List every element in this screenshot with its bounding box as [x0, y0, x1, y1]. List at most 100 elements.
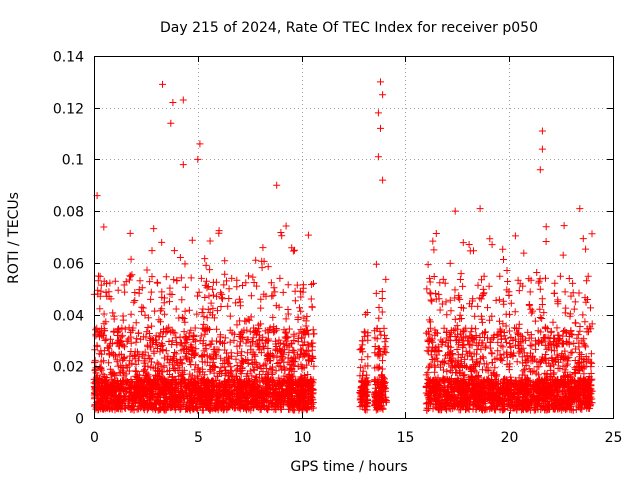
data-point [155, 360, 163, 368]
data-point [240, 402, 248, 410]
data-point [456, 276, 464, 283]
data-point [427, 290, 435, 298]
data-point [381, 331, 388, 339]
data-point [541, 334, 549, 341]
data-point [378, 295, 386, 302]
data-point [204, 376, 212, 384]
data-point [380, 324, 388, 332]
data-point [553, 324, 561, 332]
data-point [520, 249, 528, 257]
data-point [459, 239, 467, 247]
data-point [147, 288, 155, 296]
data-point [150, 225, 158, 233]
data-point [584, 272, 592, 280]
data-point [175, 372, 183, 380]
data-point [121, 288, 129, 296]
data-point [459, 342, 467, 350]
data-point [161, 310, 169, 318]
data-point [583, 277, 591, 285]
data-point [568, 348, 576, 356]
data-point [543, 345, 551, 353]
data-point [148, 358, 155, 366]
data-point [178, 296, 186, 304]
data-point [482, 328, 490, 336]
data-point [258, 264, 266, 272]
data-point [299, 281, 307, 289]
data-point [132, 338, 140, 346]
data-point [139, 304, 147, 312]
data-point [536, 285, 544, 293]
data-point [587, 304, 594, 312]
data-point [291, 394, 299, 402]
data-point [253, 282, 261, 290]
data-point [158, 305, 166, 313]
data-point [178, 360, 186, 368]
data-point [423, 285, 431, 293]
data-point [148, 247, 156, 255]
data-point [570, 340, 578, 347]
data-point [132, 368, 140, 375]
data-point [457, 270, 465, 278]
data-point [284, 306, 292, 313]
data-point [247, 342, 255, 350]
data-point [138, 308, 146, 316]
data-point [182, 354, 190, 362]
data-point [290, 330, 298, 338]
data-point [112, 352, 119, 360]
data-point [96, 305, 104, 313]
data-point [106, 365, 114, 373]
data-point [478, 315, 486, 323]
data-point [218, 294, 226, 302]
data-point [308, 346, 316, 354]
data-point [447, 333, 454, 341]
data-point [200, 347, 208, 355]
data-point [188, 236, 196, 244]
data-point [290, 347, 298, 355]
data-point [209, 285, 217, 293]
data-point [569, 279, 577, 287]
data-point [378, 308, 386, 316]
data-point [571, 298, 579, 306]
chart-title: Day 215 of 2024, Rate Of TEC Index for r… [160, 20, 538, 36]
data-point [131, 352, 138, 359]
data-point [297, 334, 305, 342]
data-point [575, 349, 583, 357]
data-point [499, 245, 507, 253]
data-point [246, 328, 254, 336]
data-point [447, 307, 455, 315]
data-point [581, 341, 589, 349]
data-point [267, 279, 275, 287]
data-point [193, 310, 201, 318]
data-point [382, 275, 390, 283]
data-point [303, 312, 311, 320]
data-point [551, 279, 559, 287]
data-point [257, 295, 265, 303]
data-point [285, 325, 293, 333]
data-point [237, 338, 244, 346]
data-point [424, 261, 432, 269]
data-point [574, 331, 582, 339]
data-point [139, 350, 147, 358]
data-point [423, 347, 431, 355]
data-point [125, 397, 133, 405]
data-point [94, 328, 102, 336]
data-point [374, 364, 382, 372]
data-point [372, 260, 380, 268]
data-point [289, 247, 297, 255]
data-point [150, 349, 158, 357]
data-point [310, 362, 318, 370]
data-point [127, 348, 135, 355]
data-point [429, 237, 437, 245]
data-point [166, 284, 174, 292]
data-point [163, 325, 171, 333]
data-point [257, 304, 265, 312]
data-point [111, 277, 119, 285]
data-point [266, 382, 274, 390]
data-point [224, 302, 232, 310]
data-point [443, 311, 451, 319]
data-point [136, 277, 144, 285]
data-point [281, 346, 289, 354]
data-point [515, 287, 523, 295]
data-point [378, 288, 386, 295]
